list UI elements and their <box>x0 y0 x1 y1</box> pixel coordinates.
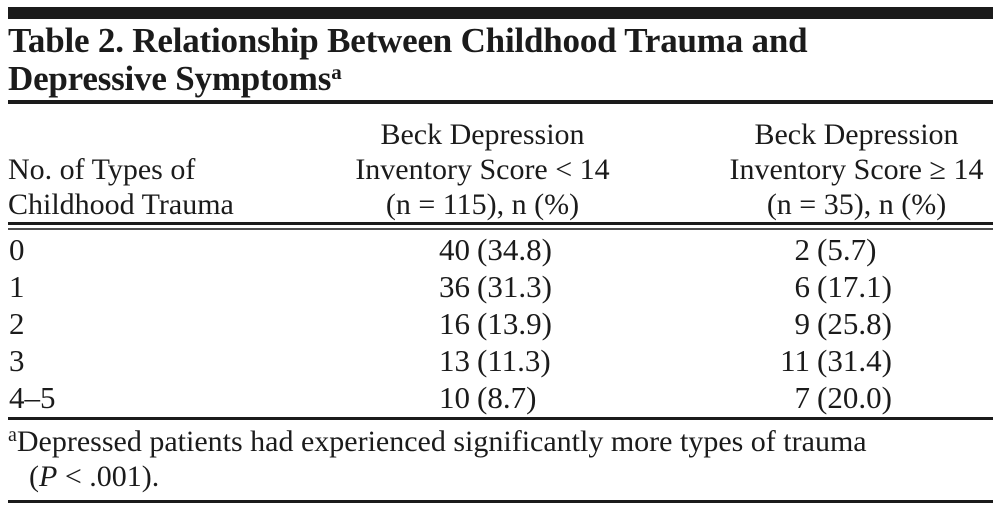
bottom-rule <box>8 500 993 503</box>
footnote-line2: (P < .001). <box>8 459 993 494</box>
cell-bdi-ge14: 2 (5.7) <box>625 232 993 268</box>
cell-bdi-ge14: 11 (31.4) <box>625 343 993 379</box>
cell-count: 9 <box>794 305 811 341</box>
cell-count: 7 <box>794 380 811 416</box>
column-header-line: Beck Depression <box>380 118 585 151</box>
cell-trauma-types: 0 <box>9 231 25 267</box>
cell-trauma-types: 1 <box>9 268 25 304</box>
cell-percent: (25.8) <box>817 305 892 341</box>
cell-count: 16 <box>439 305 470 341</box>
table-header-row: No. of Types of Childhood Trauma Beck De… <box>8 107 993 222</box>
cell-bdi-ge14: 6 (17.1) <box>625 269 993 305</box>
footnote-line1: aDepressed patients had experienced sign… <box>8 424 993 459</box>
footnote-p-value: < .001). <box>57 460 160 493</box>
table-title-line2: Depressive Symptoms <box>8 59 332 98</box>
footnote-marker: a <box>8 424 17 446</box>
column-header-line: Beck Depression <box>754 118 959 151</box>
cell-count: 2 <box>794 231 811 267</box>
cell-bdi-lt14: 16 (13.9) <box>340 306 625 342</box>
cell-count: 10 <box>439 380 470 416</box>
title-footnote-marker: a <box>331 60 342 84</box>
cell-percent: (11.3) <box>477 343 551 379</box>
cell-count: 36 <box>439 268 470 304</box>
column-header-line: Childhood Trauma <box>8 188 234 221</box>
cell-bdi-lt14: 13 (11.3) <box>340 343 625 379</box>
column-header-line: (n = 115), n (%) <box>385 188 580 221</box>
cell-bdi-ge14: 9 (25.8) <box>625 306 993 342</box>
footnote-p-symbol: P <box>39 460 58 493</box>
column-header-line: Inventory Score < 14 <box>355 153 610 186</box>
top-thick-rule <box>8 7 993 19</box>
column-header-line: Inventory Score ≥ 14 <box>729 153 984 186</box>
cell-trauma-types: 4–5 <box>9 380 56 416</box>
table-row: 0 40 (34.8) 2 (5.7) <box>8 231 993 268</box>
table-footnote: aDepressed patients had experienced sign… <box>8 424 993 494</box>
cell-count: 6 <box>794 268 811 304</box>
column-header-line: (n = 35), n (%) <box>766 188 947 221</box>
cell-bdi-lt14: 40 (34.8) <box>340 232 625 268</box>
footnote-paren: ( <box>29 460 39 493</box>
cell-bdi-lt14: 36 (31.3) <box>340 269 625 305</box>
table-body: 0 40 (34.8) 2 (5.7) 1 36 (31.3) 6 (17.1)… <box>8 231 993 417</box>
cell-percent: (34.8) <box>477 231 552 267</box>
cell-percent: (20.0) <box>817 380 892 416</box>
cell-trauma-types: 3 <box>9 343 25 379</box>
table-row: 1 36 (31.3) 6 (17.1) <box>8 268 993 305</box>
title-divider-rule <box>8 100 993 104</box>
table-row: 3 13 (11.3) 11 (31.4) <box>8 343 993 380</box>
column-header-bdi-ge14: Beck Depression Inventory Score ≥ 14 (n … <box>625 117 993 222</box>
table-row: 4–5 10 (8.7) 7 (20.0) <box>8 380 993 417</box>
cell-percent: (31.4) <box>817 343 892 379</box>
body-divider-rule <box>8 417 993 420</box>
cell-percent: (13.9) <box>477 305 552 341</box>
column-header-line: No. of Types of <box>8 153 196 186</box>
column-header-trauma-types: No. of Types of Childhood Trauma <box>8 152 340 222</box>
cell-count: 13 <box>439 343 470 379</box>
cell-percent: (8.7) <box>477 380 537 416</box>
column-header-bdi-lt14: Beck Depression Inventory Score < 14 (n … <box>340 117 625 222</box>
footnote-text: Depressed patients had experienced signi… <box>16 425 867 458</box>
header-divider-double-rule <box>8 222 993 230</box>
cell-percent: (5.7) <box>817 231 877 267</box>
cell-percent: (17.1) <box>817 268 892 304</box>
cell-count: 40 <box>439 231 470 267</box>
table-row: 2 16 (13.9) 9 (25.8) <box>8 305 993 342</box>
cell-bdi-ge14: 7 (20.0) <box>625 380 993 416</box>
cell-count: 11 <box>780 343 810 379</box>
cell-trauma-types: 2 <box>9 305 25 341</box>
table-title: Table 2. Relationship Between Childhood … <box>8 22 993 98</box>
cell-bdi-lt14: 10 (8.7) <box>340 380 625 416</box>
cell-percent: (31.3) <box>477 268 552 304</box>
table-title-line1: Table 2. Relationship Between Childhood … <box>8 21 808 60</box>
